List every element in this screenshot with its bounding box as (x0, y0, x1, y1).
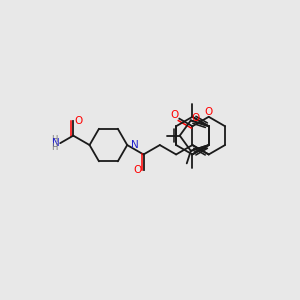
Text: H: H (51, 135, 58, 144)
Text: O: O (205, 107, 213, 117)
Text: N: N (52, 138, 60, 148)
Text: O: O (192, 113, 200, 123)
Text: N: N (131, 140, 139, 150)
Text: O: O (74, 116, 82, 126)
Text: H: H (51, 142, 58, 152)
Text: O: O (170, 110, 178, 120)
Text: O: O (134, 164, 142, 175)
